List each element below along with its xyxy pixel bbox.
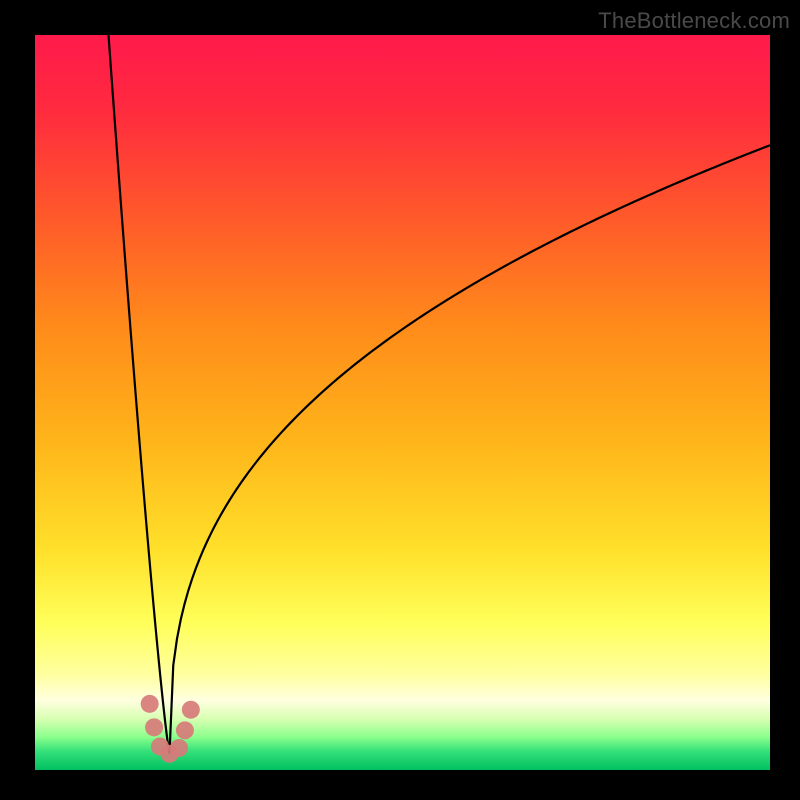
chart-canvas: TheBottleneck.com [0, 0, 800, 800]
marker-dot [141, 695, 159, 713]
marker-dot [170, 739, 188, 757]
bottleneck-curve-svg [35, 35, 770, 770]
marker-dot [145, 718, 163, 736]
attribution-text: TheBottleneck.com [598, 8, 790, 34]
plot-area [35, 35, 770, 770]
marker-dot [176, 721, 194, 739]
marker-dot [182, 701, 200, 719]
bottleneck-curve-path [109, 35, 771, 754]
plot-frame [35, 35, 770, 770]
